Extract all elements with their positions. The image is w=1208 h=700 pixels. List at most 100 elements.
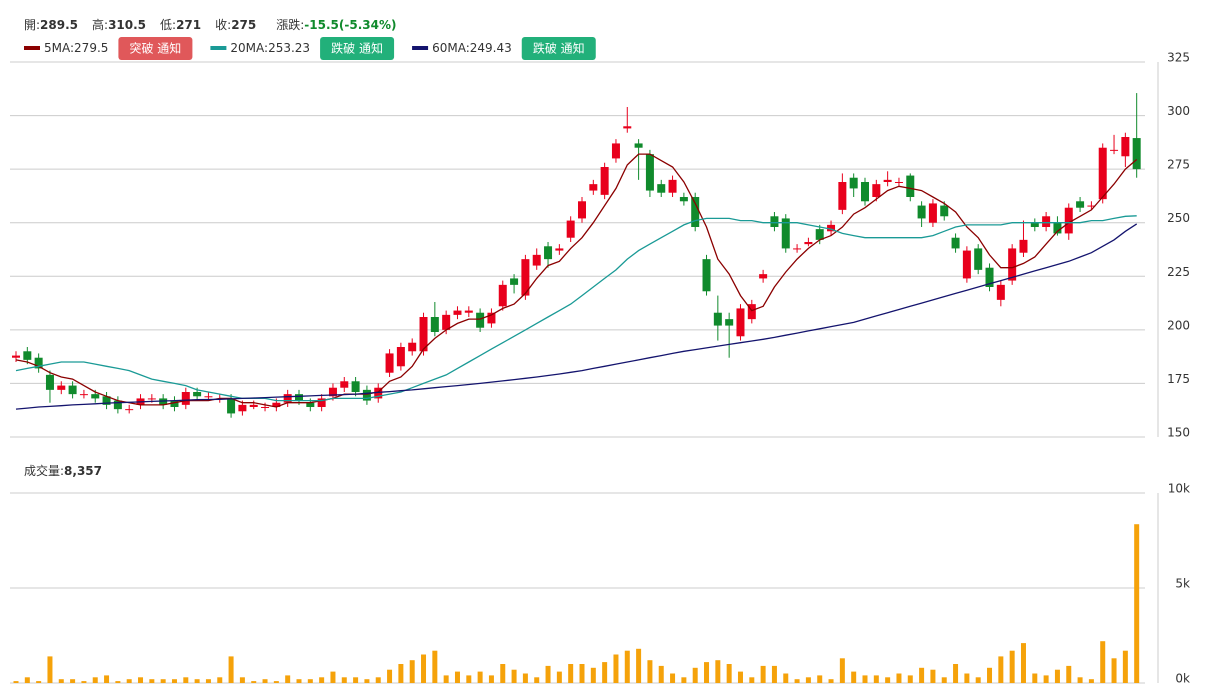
candle-body <box>566 220 575 238</box>
legend-swatch <box>24 46 40 50</box>
volume-bar <box>488 675 494 683</box>
candle-body <box>261 407 270 408</box>
legend-entry: 60MA:249.43 <box>432 41 512 55</box>
text-part: : <box>264 41 268 55</box>
y-tick-label: 300 <box>1167 104 1190 118</box>
y-tick-label: 5k <box>1175 577 1190 591</box>
button-bg <box>521 37 596 60</box>
ma-line <box>15 215 1137 402</box>
legend-swatch <box>412 46 429 50</box>
volume-bar <box>330 671 336 683</box>
text-part: 成交量: <box>24 463 64 478</box>
button-bg <box>118 37 193 60</box>
volume-bar <box>262 679 268 683</box>
ma-line <box>15 153 1138 408</box>
volume-bar <box>13 681 19 683</box>
candle-body <box>430 317 439 332</box>
text-part: 開: <box>24 18 40 32</box>
volume-bar <box>704 662 710 683</box>
text-part: : <box>466 41 470 55</box>
volume-bar <box>998 656 1004 683</box>
candle-body <box>600 167 609 195</box>
candle-body <box>147 398 156 400</box>
candle-body <box>555 248 564 251</box>
candle-body <box>996 284 1005 300</box>
candle-body <box>985 267 994 287</box>
candle-body <box>68 385 77 395</box>
candle-body <box>815 229 824 240</box>
candle-body <box>657 184 666 193</box>
volume-bar <box>760 665 766 683</box>
y-tick-label: 275 <box>1167 158 1190 172</box>
candle-body <box>170 400 179 407</box>
candle-body <box>1053 222 1062 234</box>
notify-button[interactable]: 跌破 通知 <box>521 37 596 60</box>
candle-body <box>12 355 20 358</box>
volume-bar <box>273 681 279 683</box>
candle-body <box>781 218 790 249</box>
button-label[interactable]: 跌破 通知 <box>533 41 585 56</box>
candle-body <box>793 248 802 250</box>
candle-body <box>725 319 734 326</box>
candle-body <box>23 351 32 360</box>
volume-bar <box>104 675 110 683</box>
volume-bar <box>251 681 257 683</box>
y-tick-label: 225 <box>1167 265 1190 279</box>
candle-body <box>928 203 937 223</box>
candle-body <box>770 216 779 227</box>
volume-bar <box>205 679 211 683</box>
volume-bar <box>873 675 879 683</box>
y-tick-label: 200 <box>1167 318 1190 332</box>
y-tick-label: 10k <box>1168 482 1190 496</box>
candle-body <box>713 312 722 326</box>
candle-body <box>1030 222 1039 227</box>
volume-bar <box>149 679 155 683</box>
volume-bar <box>783 673 789 683</box>
candle-body <box>691 197 700 227</box>
quote-item: 低:271 <box>160 18 201 32</box>
volume-bar <box>692 667 698 683</box>
candle-body <box>679 197 688 202</box>
button-label[interactable]: 跌破 通知 <box>331 41 383 56</box>
volume-bar <box>1054 669 1060 683</box>
candle-body <box>385 353 394 373</box>
candle-body <box>34 357 43 369</box>
volume-bar <box>828 679 834 683</box>
text-part: 271 <box>176 18 201 32</box>
candle-body <box>827 224 836 232</box>
candle-body <box>193 392 202 397</box>
candle-body <box>91 394 100 399</box>
volume-bar <box>228 656 234 683</box>
volume-bar <box>737 671 743 683</box>
volume-bar <box>896 673 902 683</box>
volume-bar <box>511 669 517 683</box>
volume-bar <box>477 671 483 683</box>
candle-body <box>487 312 496 324</box>
volume-bar <box>930 669 936 683</box>
candle-body <box>328 387 337 397</box>
quote-item: 收:275 <box>215 18 256 32</box>
volume-bar <box>307 679 313 683</box>
y-tick-label: 250 <box>1167 211 1190 225</box>
volume-bar <box>670 673 676 683</box>
candle-body <box>317 398 326 407</box>
button-label[interactable]: 突破 通知 <box>129 41 181 56</box>
candle-body <box>521 259 530 296</box>
candle-body <box>45 374 54 390</box>
candle-body <box>351 381 360 392</box>
y-tick-label: 175 <box>1167 372 1190 386</box>
notify-button[interactable]: 突破 通知 <box>118 37 193 60</box>
volume-bar <box>794 679 800 683</box>
candle-body <box>578 201 586 219</box>
text-part: 253.23 <box>268 41 310 55</box>
candle-body <box>476 312 485 328</box>
candle-body <box>611 143 620 159</box>
candle-body <box>1008 248 1017 281</box>
volume-bar <box>217 677 223 683</box>
notify-button[interactable]: 跌破 通知 <box>320 37 395 60</box>
volume-bar <box>1032 673 1038 683</box>
volume-bar <box>171 679 177 683</box>
candle-body <box>204 396 213 398</box>
text-part: 低: <box>160 18 176 32</box>
